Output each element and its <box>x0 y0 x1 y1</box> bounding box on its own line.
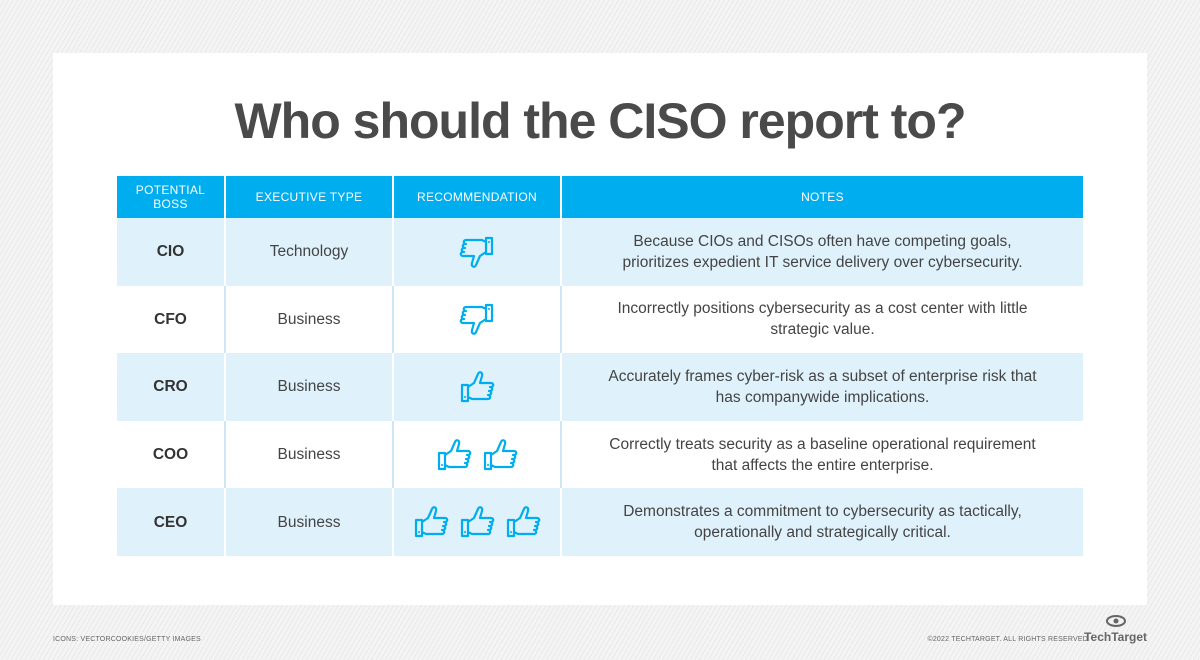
thumbs-up-icon <box>437 438 472 470</box>
page-title: Who should the CISO report to? <box>234 93 966 149</box>
executive-type-cell: Technology <box>224 218 393 286</box>
table-row: CRO Business Accurately frames cyber-ris… <box>117 353 1083 421</box>
boss-cell: CFO <box>154 310 187 328</box>
thumbs-down-icon <box>459 304 494 336</box>
boss-cell: CEO <box>117 488 225 556</box>
recommendation-cell <box>392 218 561 286</box>
recommendation-cell <box>392 420 561 489</box>
header-potential-boss: POTENTIAL BOSS <box>117 176 225 218</box>
recommendation-cell <box>392 353 561 421</box>
header-notes: NOTES <box>560 176 1083 218</box>
boss-cell: CIO <box>117 218 225 286</box>
header-executive-type: EXECUTIVE TYPE <box>224 176 393 218</box>
table-row: CFO Business Incorrectly positions cyber… <box>117 285 1083 354</box>
executive-type-cell: Business <box>224 285 393 354</box>
executive-type-cell: Business <box>224 488 393 556</box>
icon-credit: ICONS: VECTORCOOKIES/GETTY IMAGES <box>53 636 201 643</box>
notes-cell: Accurately frames cyber-risk as a subset… <box>560 353 1083 421</box>
notes-cell: Because CIOs and CISOs often have compet… <box>560 218 1083 286</box>
boss-cell: COO <box>152 446 189 464</box>
thumbs-up-icon <box>460 371 495 403</box>
executive-type-cell: Business <box>224 420 393 489</box>
table-row: CEO Business Demonstrates a commitment t… <box>117 488 1083 556</box>
thumbs-up-icon <box>460 506 495 538</box>
recommendation-cell <box>392 285 561 354</box>
notes-cell: Incorrectly positions cybersecurity as a… <box>560 285 1083 354</box>
copyright: ©2022 TECHTARGET. ALL RIGHTS RESERVED <box>927 636 1088 643</box>
executive-type-cell: Business <box>224 353 393 421</box>
eye-icon <box>1105 615 1126 627</box>
thumbs-up-icon <box>506 506 541 538</box>
notes-cell: Correctly treats security as a baseline … <box>560 420 1083 489</box>
thumbs-down-icon <box>459 236 494 268</box>
table-row: COO Business Correctly treats security a… <box>117 420 1083 489</box>
header-recommendation: RECOMMENDATION <box>392 176 561 218</box>
thumbs-up-icon <box>414 506 449 538</box>
notes-cell: Demonstrates a commitment to cybersecuri… <box>560 488 1083 556</box>
techtarget-logo: TechTarget <box>1084 613 1147 644</box>
reporting-table: POTENTIAL BOSS EXECUTIVE TYPE RECOMMENDA… <box>117 176 1083 556</box>
thumbs-up-icon <box>483 438 518 470</box>
boss-cell: CRO <box>117 353 225 421</box>
table-row: CIO Technology Because CIOs and CISOs of… <box>117 218 1083 286</box>
recommendation-cell <box>392 488 561 556</box>
